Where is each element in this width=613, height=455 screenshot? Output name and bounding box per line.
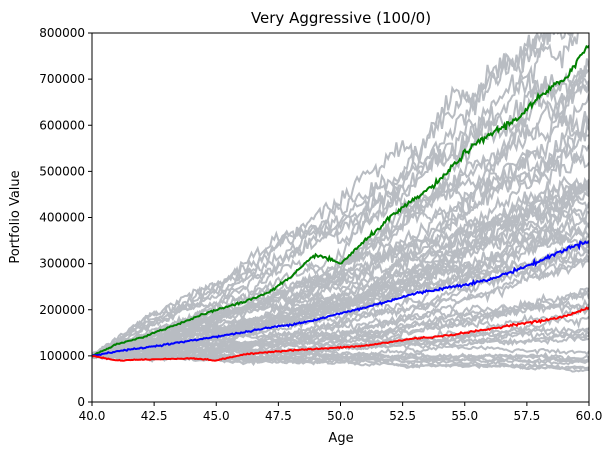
background-simulation-lines — [92, 33, 589, 373]
background-series-line — [92, 182, 589, 359]
background-series-line — [92, 287, 589, 358]
y-tick-label: 100000 — [39, 349, 85, 363]
x-tick-label: 57.5 — [514, 409, 541, 423]
y-tick-label: 400000 — [39, 211, 85, 225]
y-tick-label: 300000 — [39, 257, 85, 271]
chart-title: Very Aggressive (100/0) — [251, 9, 431, 27]
x-tick-label: 52.5 — [389, 409, 416, 423]
background-series-line — [92, 67, 589, 359]
background-series-line — [92, 121, 589, 356]
y-tick-label: 0 — [77, 395, 85, 409]
background-series-line — [92, 33, 556, 358]
series-line-3 — [92, 306, 589, 362]
y-tick-label: 700000 — [39, 72, 85, 86]
background-series-line — [92, 209, 589, 358]
background-series-line — [92, 349, 589, 364]
y-tick-label: 600000 — [39, 118, 85, 132]
background-series-line — [92, 350, 589, 371]
y-tick-label: 800000 — [39, 26, 85, 40]
x-tick-label: 55.0 — [451, 409, 478, 423]
y-tick-label: 200000 — [39, 303, 85, 317]
x-tick-label: 40.0 — [79, 409, 106, 423]
x-tick-label: 60.0 — [576, 409, 603, 423]
background-series-line — [92, 33, 574, 357]
background-series-line — [92, 252, 589, 356]
y-tick-label: 500000 — [39, 164, 85, 178]
x-tick-label: 42.5 — [141, 409, 168, 423]
x-axis-label: Age — [328, 431, 353, 446]
y-axis: 0 100000 200000 300000 400000 500000 600000 700… — [39, 26, 92, 409]
x-tick-label: 47.5 — [265, 409, 292, 423]
highlighted-series-lines — [92, 44, 589, 362]
x-tick-label: 45.0 — [203, 409, 230, 423]
series-line-2 — [92, 240, 589, 357]
x-axis: 40.0 42.5 45.0 47.5 50.0 52.5 55.0 57.5 60.0 — [79, 402, 603, 423]
background-series-line — [92, 252, 589, 359]
background-series-line — [92, 58, 589, 357]
x-tick-label: 50.0 — [327, 409, 354, 423]
series-line-1 — [92, 44, 589, 357]
y-axis-label: Portfolio Value — [8, 170, 23, 263]
